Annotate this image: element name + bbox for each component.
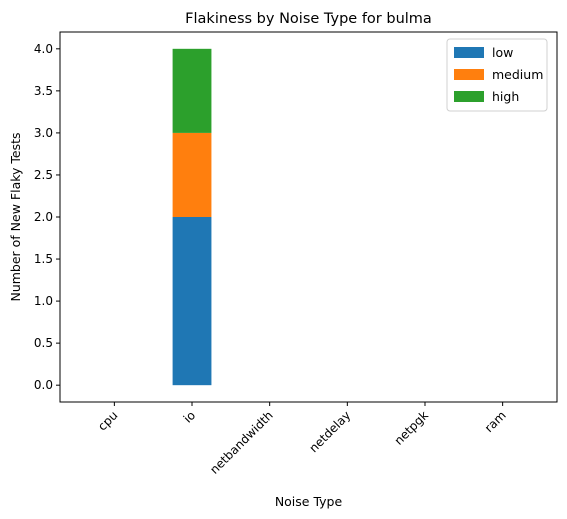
y-tick-label: 1.0	[34, 294, 53, 308]
y-tick-label: 0.0	[34, 378, 53, 392]
legend-swatch-medium	[454, 69, 484, 80]
y-tick-label: 3.0	[34, 126, 53, 140]
x-tick-label-netpgk: netpgk	[392, 408, 432, 448]
x-tick-label-ram: ram	[482, 408, 509, 435]
x-tick-label-io: io	[181, 408, 198, 425]
y-axis-label: Number of New Flaky Tests	[8, 132, 23, 301]
bar-low-io	[172, 217, 212, 386]
legend-label-medium: medium	[492, 67, 543, 82]
legend-label-low: low	[492, 45, 513, 60]
y-tick-label: 0.5	[34, 336, 53, 350]
chart-title: Flakiness by Noise Type for bulma	[185, 11, 432, 27]
legend-swatch-high	[454, 91, 484, 102]
legend-swatch-low	[454, 47, 484, 58]
y-tick-label: 2.5	[34, 168, 53, 182]
legend-label-high: high	[492, 89, 519, 104]
y-tick-label: 1.5	[34, 252, 53, 266]
legend: low medium high	[446, 38, 548, 112]
x-tick-label-netbandwidth: netbandwidth	[207, 408, 276, 477]
x-tick-label-netdelay: netdelay	[306, 408, 353, 455]
y-tick-label: 3.5	[34, 84, 53, 98]
x-axis-label: Noise Type	[275, 494, 343, 509]
y-tick-label: 2.0	[34, 210, 53, 224]
bar-medium-io	[172, 132, 212, 217]
y-tick-label: 4.0	[34, 42, 53, 56]
x-tick-label-cpu: cpu	[95, 408, 120, 433]
bar-high-io	[172, 48, 212, 133]
